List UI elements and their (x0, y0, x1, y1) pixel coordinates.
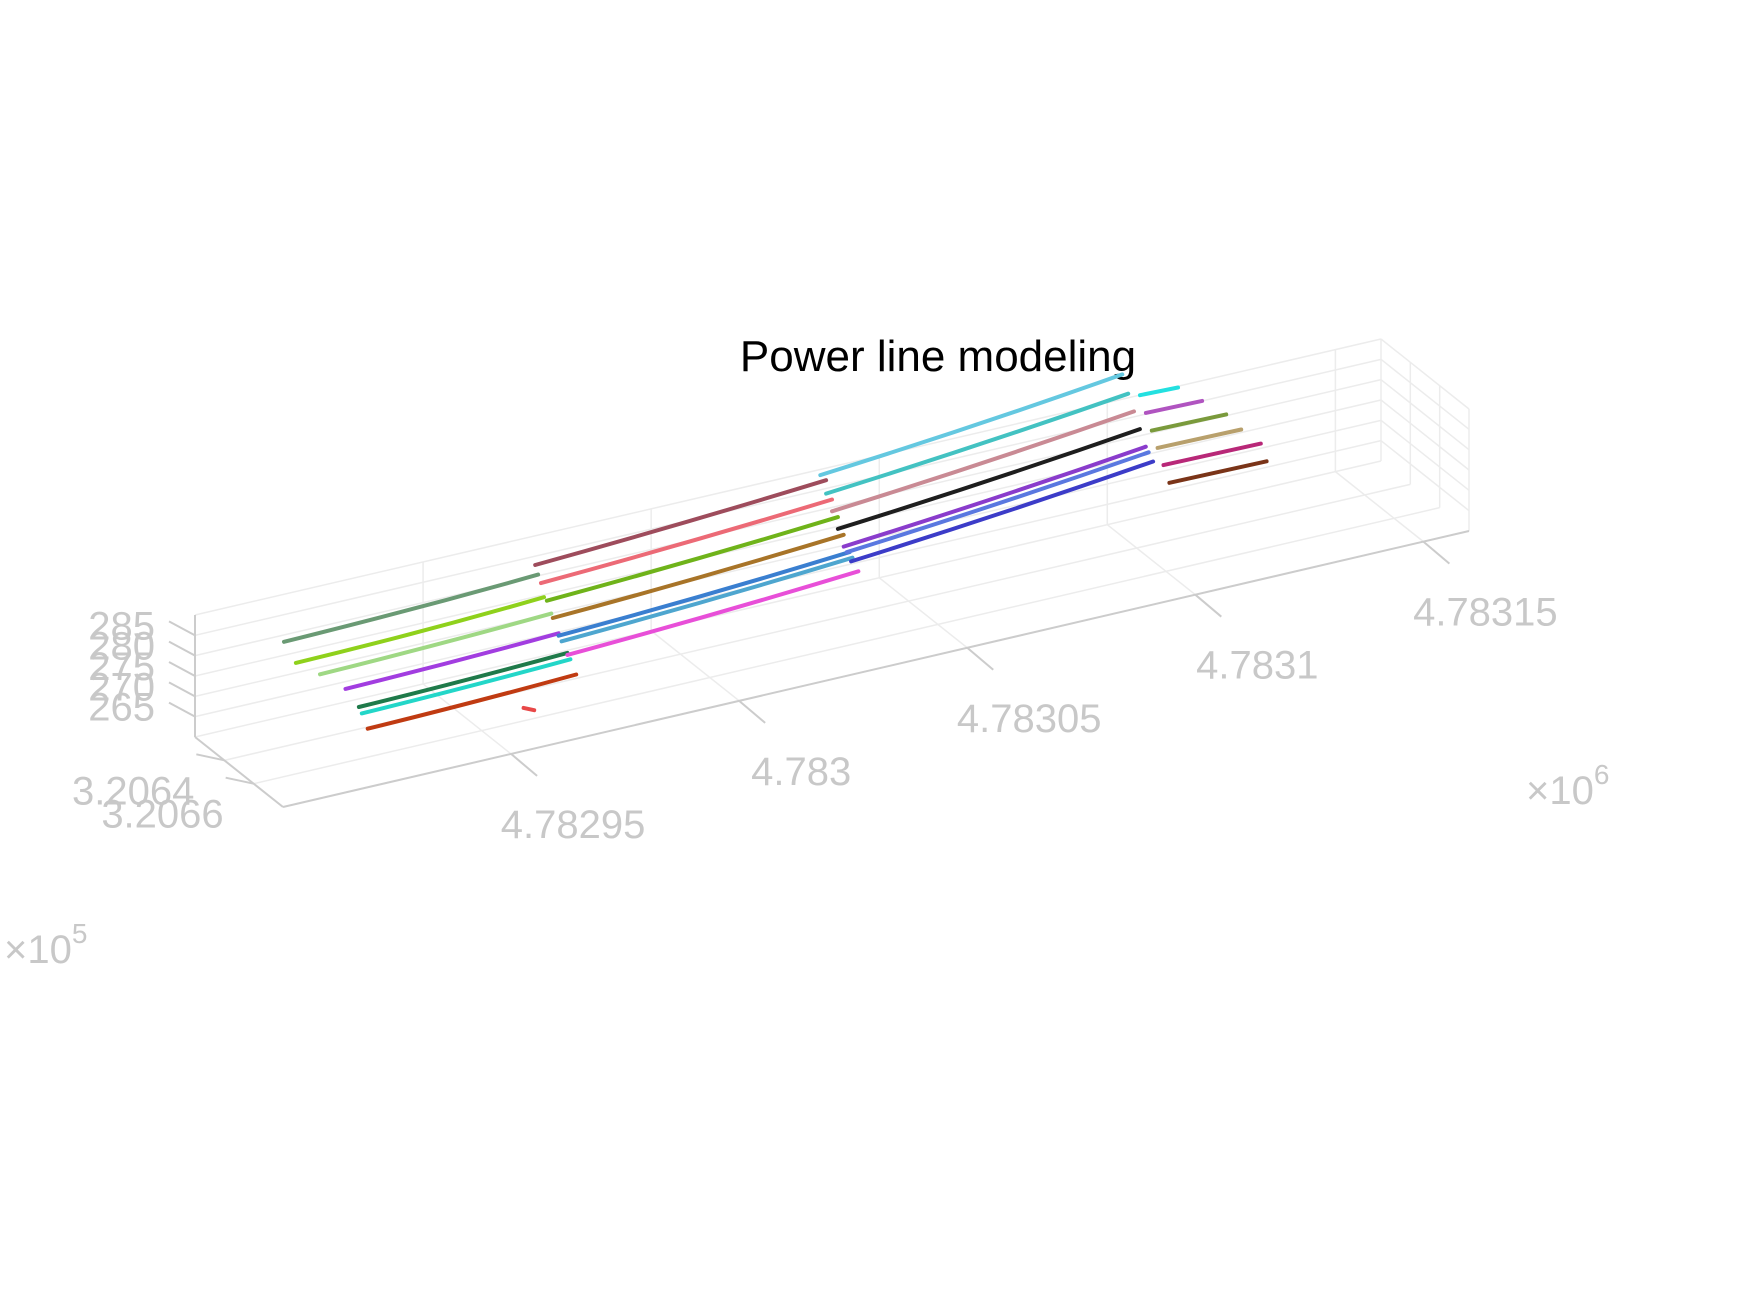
x-tick-mark (510, 753, 538, 777)
chart-title: Power line modeling (740, 332, 1136, 381)
z-tick-mark (168, 681, 196, 698)
axis-multiplier-label: ×106 (1526, 759, 1609, 813)
power-line-series (365, 672, 579, 731)
x-tick-label: 4.78295 (501, 803, 646, 847)
z-tick-mark (168, 620, 196, 637)
power-line-series (1155, 427, 1244, 450)
power-line-series (1167, 459, 1269, 485)
power-line-series (343, 631, 561, 691)
power-line-series (356, 650, 570, 709)
box-edge (1380, 338, 1470, 410)
power-line-series (1149, 412, 1229, 433)
x-tick-label: 4.7831 (1196, 644, 1318, 688)
z-wall-gridline (194, 419, 1382, 698)
z-side-gridline (1380, 358, 1470, 430)
power-line-series (318, 611, 554, 677)
power-line-series (849, 459, 1156, 564)
power-line-series (539, 497, 834, 586)
x-tick-label: 4.783 (751, 750, 851, 794)
power-line-series (1143, 398, 1205, 415)
z-wall-gridline (194, 399, 1382, 677)
y-tick-mark (225, 776, 254, 785)
tick-labels: 4.78295 4.783 4.78305 4.7831 4.78315 3.20643.… (72, 591, 1558, 847)
z-side-gridline (1380, 440, 1470, 512)
z-side-gridline (1380, 379, 1470, 451)
power-line-series (293, 595, 546, 665)
box-edge (194, 338, 1382, 616)
power-line-series (1138, 385, 1180, 398)
power-line-series (818, 372, 1125, 478)
x-floor-gridline (878, 577, 968, 649)
power-line-series (1161, 441, 1263, 468)
grid-lines (194, 338, 1470, 785)
z-tick-mark (168, 640, 196, 657)
power-line-series (282, 572, 541, 644)
z-tick-mark (168, 701, 196, 718)
multiplier-base: ×10 (4, 928, 72, 972)
power-line-series (521, 705, 537, 713)
z-tick-label: 265 (88, 686, 155, 730)
power-line-series (359, 657, 573, 716)
x-tick-mark (966, 647, 994, 671)
y-tick-mark (196, 753, 225, 762)
multiplier-base: ×10 (1526, 769, 1594, 813)
x-tick-label: 4.78315 (1413, 591, 1558, 635)
power-line-series (533, 478, 829, 567)
x-floor-gridline (1106, 524, 1196, 596)
power-line-series (830, 409, 1136, 514)
y-tick-label: 3.2066 (101, 793, 223, 837)
axis-lines (168, 530, 1470, 808)
x-floor-gridline (1334, 471, 1424, 543)
z-side-gridline (1380, 399, 1470, 471)
y-axis-line (194, 736, 284, 808)
x-tick-mark (1194, 593, 1222, 618)
z-side-gridline (1380, 419, 1470, 491)
x-tick-mark (1422, 540, 1451, 565)
y-axis-multiplier: ×105 (4, 918, 87, 972)
z-tick-label: 285 (88, 604, 155, 648)
z-tick-label: 275 (88, 645, 155, 689)
power-line-series (544, 515, 840, 603)
power-line-series (550, 532, 846, 620)
x-axis-multiplier: ×106 (1526, 759, 1609, 813)
x-tick-mark (738, 700, 766, 724)
box-edge (194, 460, 1382, 738)
axis-multiplier-label: ×105 (4, 918, 87, 972)
power-line-series (824, 391, 1131, 496)
multiplier-exponent: 6 (1594, 759, 1610, 790)
power-line-series (844, 450, 1151, 555)
z-tick-mark (168, 661, 196, 677)
power-line-series (559, 555, 855, 644)
power-line-series (841, 444, 1148, 549)
x-axis-line (282, 530, 1470, 808)
series-group (282, 372, 1269, 731)
power-line-series (835, 427, 1142, 531)
y-floor-gridline (253, 506, 1440, 785)
power-line-series (556, 550, 852, 638)
z-tick-label: 270 (88, 665, 155, 709)
x-floor-gridline (650, 630, 740, 702)
x-tick-label: 4.78305 (957, 697, 1102, 741)
z-tick-label: 280 (88, 625, 155, 669)
y-tick-label: 3.2064 (72, 769, 194, 813)
power-line-series (565, 569, 861, 657)
multiplier-exponent: 5 (72, 918, 88, 949)
